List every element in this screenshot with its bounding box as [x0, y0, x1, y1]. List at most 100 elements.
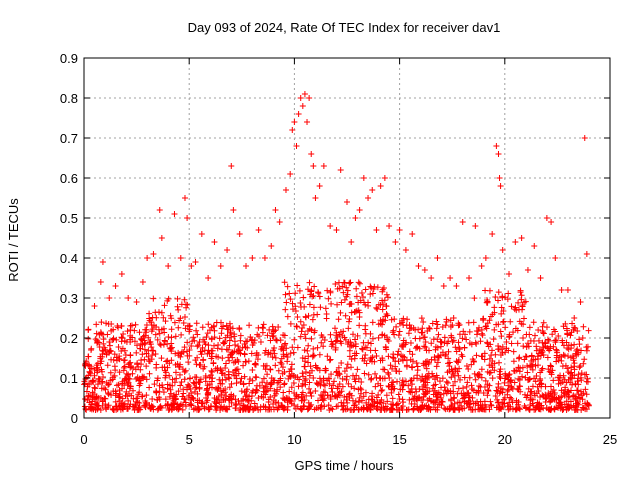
data-point	[174, 295, 181, 302]
data-point	[298, 406, 305, 413]
data-point	[495, 289, 502, 296]
data-point	[310, 345, 317, 352]
data-point	[318, 394, 325, 401]
data-point	[497, 328, 504, 335]
data-point	[471, 295, 478, 302]
data-point	[271, 392, 278, 399]
data-point	[164, 341, 171, 348]
data-point	[314, 380, 321, 387]
data-point	[537, 375, 544, 382]
data-point	[525, 343, 532, 350]
data-point	[265, 396, 272, 403]
data-point	[433, 318, 440, 325]
data-point	[314, 344, 321, 351]
data-point	[311, 329, 318, 336]
data-point	[348, 342, 355, 349]
data-point	[241, 340, 248, 347]
data-point	[440, 283, 447, 289]
data-point	[253, 386, 260, 393]
data-point	[317, 406, 324, 413]
data-point	[275, 367, 282, 374]
data-point	[517, 289, 524, 296]
data-point	[148, 328, 155, 335]
data-point	[539, 348, 546, 355]
data-point	[196, 384, 203, 391]
data-point	[436, 401, 443, 408]
data-point	[115, 394, 122, 401]
data-point	[338, 360, 345, 367]
data-point	[320, 343, 327, 350]
data-point	[357, 297, 364, 304]
data-point	[261, 388, 268, 395]
data-point	[177, 255, 184, 261]
data-point	[176, 364, 183, 371]
data-point	[576, 364, 583, 371]
data-point	[281, 279, 288, 286]
data-point	[175, 352, 182, 359]
data-point	[246, 376, 253, 383]
data-point	[133, 299, 140, 305]
data-point	[399, 396, 406, 403]
data-point	[222, 365, 229, 372]
data-point	[85, 335, 92, 342]
data-point	[142, 340, 149, 347]
data-point	[343, 293, 350, 300]
data-point	[176, 317, 183, 324]
data-point	[529, 400, 536, 407]
data-point	[127, 332, 134, 339]
data-point	[505, 290, 512, 297]
data-point	[106, 342, 113, 349]
data-point	[327, 223, 334, 229]
data-point	[210, 360, 217, 367]
data-point	[572, 403, 579, 410]
data-point	[188, 400, 195, 407]
data-point	[583, 347, 590, 354]
data-point	[508, 376, 515, 383]
data-point	[473, 340, 480, 347]
x-axis-label: GPS time / hours	[295, 458, 394, 473]
data-point	[303, 392, 310, 399]
data-point	[245, 358, 252, 365]
data-point	[574, 375, 581, 382]
data-point	[131, 406, 138, 413]
data-point	[93, 337, 100, 344]
data-point	[482, 255, 489, 261]
data-point	[329, 389, 336, 396]
data-point	[112, 283, 119, 289]
data-point	[515, 399, 522, 406]
data-point	[194, 331, 201, 338]
data-point	[211, 239, 218, 245]
data-point	[386, 375, 393, 382]
data-point	[158, 355, 165, 362]
data-point	[161, 337, 168, 344]
data-point	[367, 376, 374, 383]
data-point	[331, 325, 338, 332]
data-point	[373, 394, 380, 401]
data-point	[351, 402, 358, 409]
data-point	[350, 331, 357, 338]
data-point	[463, 383, 470, 390]
data-point	[208, 355, 215, 362]
data-point	[156, 309, 163, 316]
data-point	[220, 387, 227, 394]
data-point	[300, 322, 307, 329]
data-point	[193, 361, 200, 368]
data-point	[255, 333, 262, 340]
data-point	[391, 316, 398, 323]
data-point	[527, 364, 534, 371]
data-point	[481, 356, 488, 363]
data-point	[359, 346, 366, 353]
data-point	[267, 366, 274, 373]
data-point	[126, 360, 133, 367]
data-point	[387, 362, 394, 369]
data-point	[310, 352, 317, 359]
data-point	[572, 325, 579, 332]
data-point	[369, 290, 376, 297]
data-point	[540, 405, 547, 412]
data-point	[486, 406, 493, 413]
data-point	[84, 397, 91, 404]
data-point	[95, 394, 102, 401]
data-point	[583, 391, 590, 398]
data-point	[232, 342, 239, 349]
data-point	[362, 330, 369, 337]
